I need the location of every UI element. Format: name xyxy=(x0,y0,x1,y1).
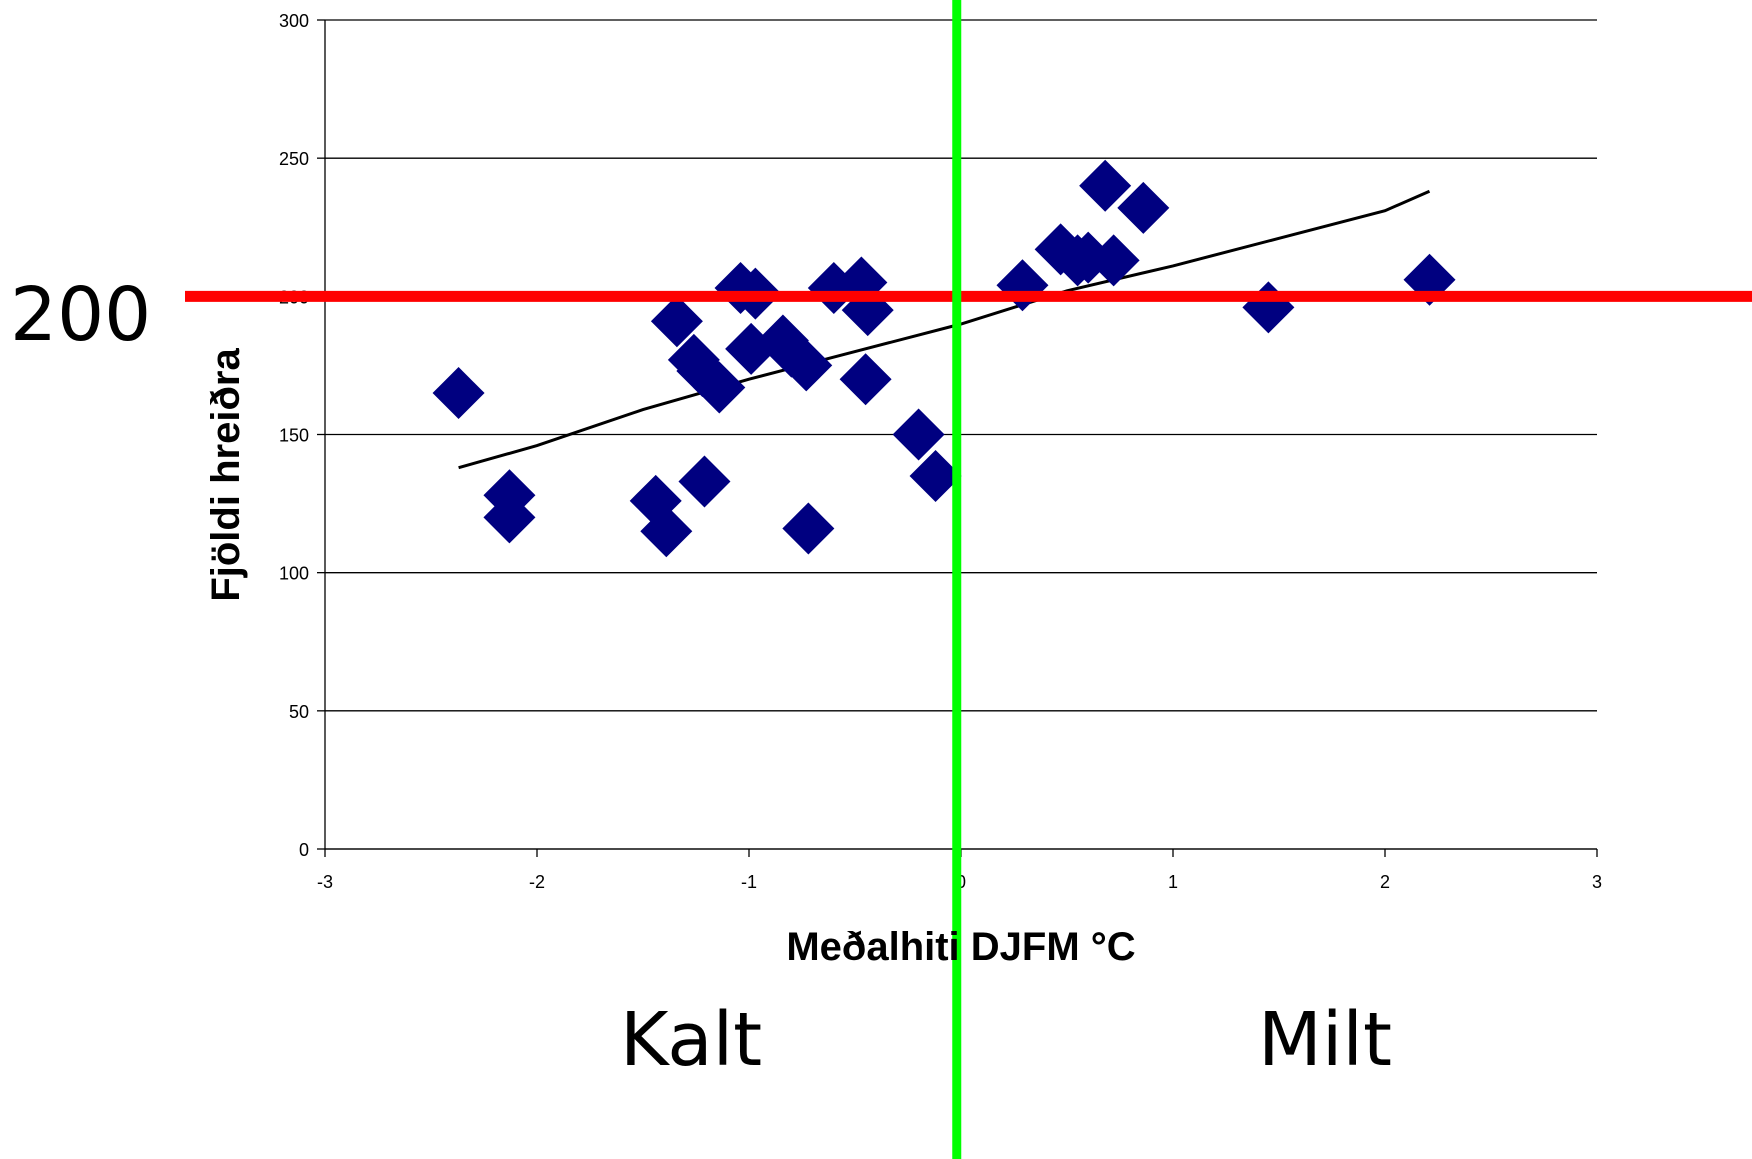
data-point xyxy=(892,408,945,461)
y-tick-label: 250 xyxy=(279,149,309,169)
left-region-label: Kalt xyxy=(620,997,762,1083)
data-point xyxy=(780,339,833,392)
reference-line-label: 200 xyxy=(10,272,151,358)
tick-labels: 050100150200250300-3-2-10123 xyxy=(279,11,1602,892)
data-point xyxy=(839,353,892,406)
data-point xyxy=(1087,234,1140,287)
x-tick-label: -1 xyxy=(741,872,757,892)
y-tick-label: 50 xyxy=(289,702,309,722)
trendline-group xyxy=(458,189,1431,470)
data-point xyxy=(432,367,485,420)
data-point xyxy=(996,259,1049,312)
data-point xyxy=(650,295,703,348)
data-point xyxy=(678,455,731,508)
x-axis-title: Meðalhiti DJFM °C xyxy=(786,925,1135,969)
data-points xyxy=(432,159,1456,558)
x-tick-label: -2 xyxy=(529,872,545,892)
y-tick-label: 150 xyxy=(279,426,309,446)
data-point xyxy=(693,361,746,414)
y-tick-label: 100 xyxy=(279,564,309,584)
right-region-label: Milt xyxy=(1258,997,1392,1083)
x-tick-label: 1 xyxy=(1168,872,1178,892)
data-point xyxy=(640,505,693,558)
data-point xyxy=(1242,281,1295,334)
reference-lines xyxy=(185,0,1752,1159)
y-axis-title: Fjöldi hreiðra xyxy=(204,348,248,602)
y-tick-label: 300 xyxy=(279,11,309,31)
x-tick-label: -3 xyxy=(317,872,333,892)
data-point xyxy=(909,449,962,502)
x-tick-label: 3 xyxy=(1592,872,1602,892)
data-point xyxy=(483,491,536,544)
y-tick-label: 0 xyxy=(299,840,309,860)
trendline xyxy=(458,189,1431,470)
data-point xyxy=(1117,181,1170,234)
x-tick-label: 2 xyxy=(1380,872,1390,892)
data-point xyxy=(1079,159,1132,212)
data-point xyxy=(782,502,835,555)
